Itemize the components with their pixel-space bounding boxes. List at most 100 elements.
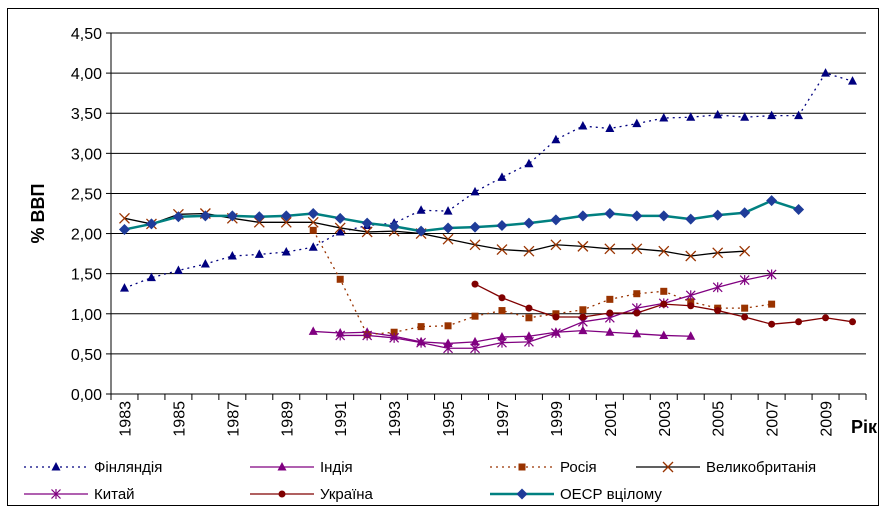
series-1-point — [821, 68, 831, 77]
series-7-point — [631, 210, 643, 222]
series-5-point — [362, 330, 373, 341]
legend-label: Індія — [320, 459, 353, 476]
x-tick-label: 1991 — [333, 401, 350, 437]
y-tick-label: 4,50 — [71, 26, 102, 43]
x-tick-label: 2009 — [819, 401, 836, 437]
series-1-point — [254, 249, 264, 258]
series-3 — [309, 226, 776, 339]
series-1-point — [767, 110, 777, 120]
series-4-point — [604, 243, 616, 255]
legend-label: ОЕСР вцілому — [560, 486, 662, 503]
series-5-point — [335, 330, 346, 341]
series-3-point — [579, 306, 587, 314]
y-axis-label: % ВВП — [28, 184, 48, 244]
series-7-point — [334, 212, 346, 224]
series-4-point — [361, 226, 373, 238]
series-5-point — [739, 275, 750, 286]
marker-stroke — [469, 239, 481, 251]
series-7-point — [415, 225, 427, 237]
x-tick-label: 2007 — [765, 401, 782, 437]
series-3-point — [390, 328, 398, 336]
legend-marker — [51, 462, 61, 471]
chart-frame — [7, 8, 879, 506]
series-1-point — [524, 158, 534, 168]
series-2-point — [443, 338, 453, 347]
y-tick-label: 1,00 — [71, 307, 102, 324]
series-6-point — [714, 307, 722, 315]
marker-stroke — [307, 216, 319, 228]
marker-stroke — [334, 222, 346, 234]
series-1-point — [119, 283, 129, 292]
series-7-point — [685, 213, 697, 225]
series-5-point — [766, 269, 777, 280]
series-4-point — [658, 245, 670, 257]
legend: Фінляндія Індія Росія Великобританія Китай Ук… — [24, 459, 816, 503]
y-tick-label: 2,50 — [71, 186, 102, 203]
legend-label: Великобританія — [706, 459, 816, 476]
legend-marker — [278, 490, 286, 498]
legend-item: Фінляндія — [24, 459, 162, 476]
series-7-point — [766, 195, 778, 207]
legend-marker — [277, 462, 287, 471]
series-7-point — [469, 221, 481, 233]
series-4-point — [712, 247, 724, 259]
series-6-point — [525, 304, 533, 312]
series-3-point — [417, 323, 425, 331]
series-3-point — [633, 290, 641, 298]
series-7-point — [550, 214, 562, 226]
series-6-point — [579, 313, 587, 321]
series-1 — [119, 68, 858, 292]
x-tick-label: 1999 — [549, 401, 566, 437]
series-7-point — [280, 210, 292, 222]
y-tick-label: 2,00 — [71, 227, 102, 244]
series-6-point — [498, 294, 506, 302]
series-2-point — [632, 328, 642, 338]
y-tick-label: 0,00 — [71, 387, 102, 404]
series-6-point — [660, 300, 668, 308]
series-1-point — [578, 121, 588, 130]
x-tick-label: 1993 — [387, 401, 404, 437]
series-1-point — [659, 113, 669, 122]
x-tick-label: 1985 — [171, 401, 188, 437]
series-3-line — [312, 230, 772, 336]
series-1-point — [497, 172, 507, 181]
legend-label: Україна — [320, 486, 374, 503]
series-2-point — [308, 326, 318, 335]
series-3-point — [444, 322, 452, 330]
marker-stroke — [496, 244, 508, 256]
series-4-point — [577, 240, 589, 252]
series-4-point — [307, 216, 319, 228]
series-4-point — [119, 212, 130, 224]
series-group — [118, 68, 858, 354]
series-6-point — [471, 280, 479, 288]
series-4-point — [280, 216, 292, 228]
series-5-point — [389, 332, 400, 343]
series-4-point — [253, 216, 265, 228]
legend-marker — [518, 463, 526, 471]
marker-stroke — [280, 216, 292, 228]
marker-stroke — [712, 247, 724, 259]
series-4-point — [334, 222, 346, 234]
series-4-point — [631, 243, 643, 255]
series-5-point — [550, 328, 561, 339]
legend-label: Китай — [94, 486, 135, 503]
x-tick-label: 1995 — [441, 401, 458, 437]
series-2-point — [578, 325, 588, 335]
series-5-point — [524, 336, 534, 347]
series-1-line — [124, 72, 853, 289]
series-5-point — [416, 337, 427, 348]
series-7-line — [124, 199, 799, 233]
series-4-point — [469, 239, 481, 251]
series-6-point — [795, 318, 803, 326]
marker-stroke — [119, 212, 130, 224]
marker-stroke — [361, 226, 373, 238]
series-1-point — [632, 118, 642, 128]
series-3-point — [768, 300, 776, 308]
legend-item: Росія — [490, 459, 597, 476]
marker-stroke — [604, 243, 616, 255]
series-1-point — [848, 76, 858, 85]
marker-stroke — [685, 250, 697, 262]
series-1-point — [443, 206, 453, 215]
marker-stroke — [662, 461, 674, 473]
series-7 — [118, 195, 805, 237]
